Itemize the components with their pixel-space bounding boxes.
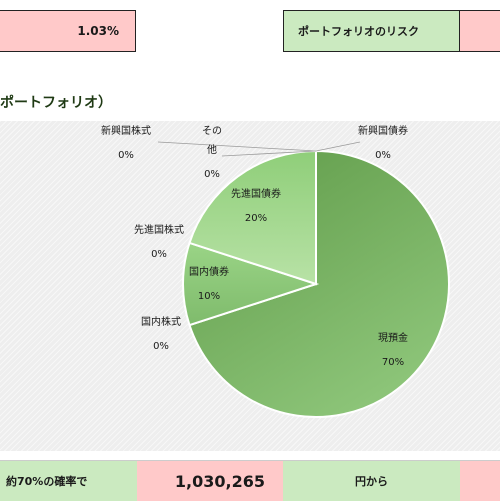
bottom-summary-bar: 約70%の確率で 1,030,265 円から	[0, 460, 500, 501]
leader-line	[315, 141, 361, 152]
pie-slice-cash	[188, 149, 450, 418]
probability-label: 約70%の確率で	[0, 461, 137, 501]
portfolio-risk-label: ポートフォリオのリスク	[283, 10, 460, 52]
pie-label-domestic-bonds: 国内債券	[189, 265, 229, 278]
pie-label-developed-stocks: 先進国株式	[134, 223, 184, 236]
amount-tail-cell	[460, 461, 500, 501]
section-title: ポートフォリオ）	[0, 95, 112, 111]
pie-label-other: その他	[202, 125, 222, 156]
leader-line	[157, 141, 317, 152]
amount-value: 1,030,265	[137, 461, 283, 501]
pie-chart-area: 現預金 70% 国内株式 0% 国内債券 10% 先進国株式 0% 先進国債券 20% 新興国株式 0…	[0, 121, 500, 451]
pie-value-domestic-bonds: 10%	[198, 291, 220, 302]
pie-value-developed-stocks: 0%	[151, 249, 167, 260]
pie-slices	[182, 149, 450, 418]
pie-value-emerging-stocks: 0%	[118, 150, 134, 161]
label-leader-lines	[157, 141, 361, 157]
pie-label-domestic-stocks: 国内株式	[141, 315, 181, 328]
pie-chart: 現預金 70% 国内株式 0% 国内債券 10% 先進国株式 0% 先進国債券 20% 新興国株式 0…	[101, 124, 450, 418]
portfolio-risk-value	[460, 10, 500, 52]
pie-value-developed-bonds: 20%	[245, 213, 267, 224]
pie-value-emerging-bonds: 0%	[375, 150, 391, 161]
pie-label-cash: 現預金	[378, 331, 408, 344]
pie-label-emerging-bonds: 新興国債券	[358, 124, 408, 137]
pie-label-developed-bonds: 先進国債券	[231, 187, 281, 200]
pie-value-other: 0%	[204, 169, 220, 180]
pie-value-domestic-stocks: 0%	[153, 341, 169, 352]
pie-label-emerging-stocks: 新興国株式	[101, 124, 151, 137]
from-label: 円から	[283, 461, 460, 501]
pie-slice-domestic-bonds	[182, 241, 320, 327]
expected-return-value: 1.03%	[0, 10, 136, 52]
leader-line	[221, 150, 317, 157]
pie-value-cash: 70%	[382, 357, 404, 368]
pie-labels: 現預金 70% 国内株式 0% 国内債券 10% 先進国株式 0% 先進国債券 20% 新興国株式 0…	[101, 124, 408, 368]
